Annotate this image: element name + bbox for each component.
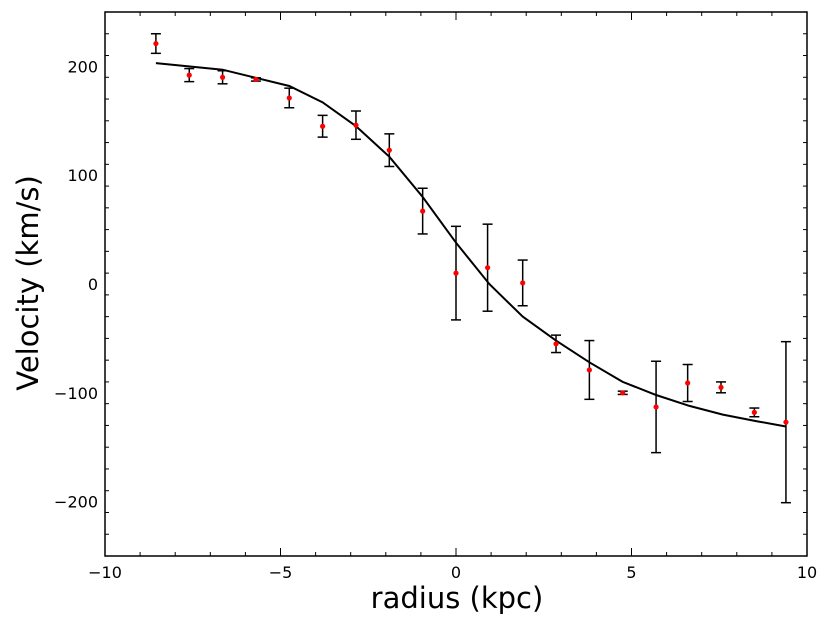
data-point bbox=[353, 122, 359, 128]
data-point bbox=[783, 419, 789, 425]
y-tick-label: 200 bbox=[67, 57, 98, 76]
plot-area bbox=[150, 33, 791, 504]
data-point bbox=[620, 390, 626, 396]
y-tick-label: 0 bbox=[88, 275, 98, 294]
data-point bbox=[386, 147, 392, 153]
data-point bbox=[653, 404, 659, 410]
x-axis-title: radius (kpc) bbox=[371, 581, 544, 615]
data-point bbox=[751, 409, 757, 415]
x-tick-label: 10 bbox=[797, 563, 817, 582]
data-point bbox=[253, 76, 259, 83]
model-curve bbox=[155, 62, 787, 428]
data-point bbox=[286, 95, 292, 101]
data-point bbox=[453, 270, 459, 276]
data-point bbox=[685, 380, 691, 386]
data-point bbox=[153, 40, 159, 47]
data-point bbox=[520, 280, 526, 286]
x-tick-label: −10 bbox=[88, 563, 122, 582]
data-point bbox=[484, 265, 491, 271]
y-tick-label: −100 bbox=[54, 384, 98, 403]
data-point bbox=[586, 367, 592, 373]
data-point bbox=[420, 208, 426, 214]
x-tick-label: −5 bbox=[269, 563, 293, 582]
data-point bbox=[718, 384, 724, 390]
data-point bbox=[553, 341, 559, 347]
x-tick-label: 0 bbox=[451, 563, 461, 582]
data-point bbox=[186, 72, 192, 78]
axes: −10 −5 0 5 10 −200 −100 0 100 200 bbox=[54, 11, 817, 582]
y-tick-label: 100 bbox=[67, 166, 98, 185]
x-tick-label: 5 bbox=[626, 563, 636, 582]
y-axis-title: Velocity (km/s) bbox=[11, 175, 45, 391]
data-point bbox=[320, 123, 326, 129]
y-tick-label: −200 bbox=[54, 493, 98, 512]
data-point bbox=[219, 74, 226, 80]
